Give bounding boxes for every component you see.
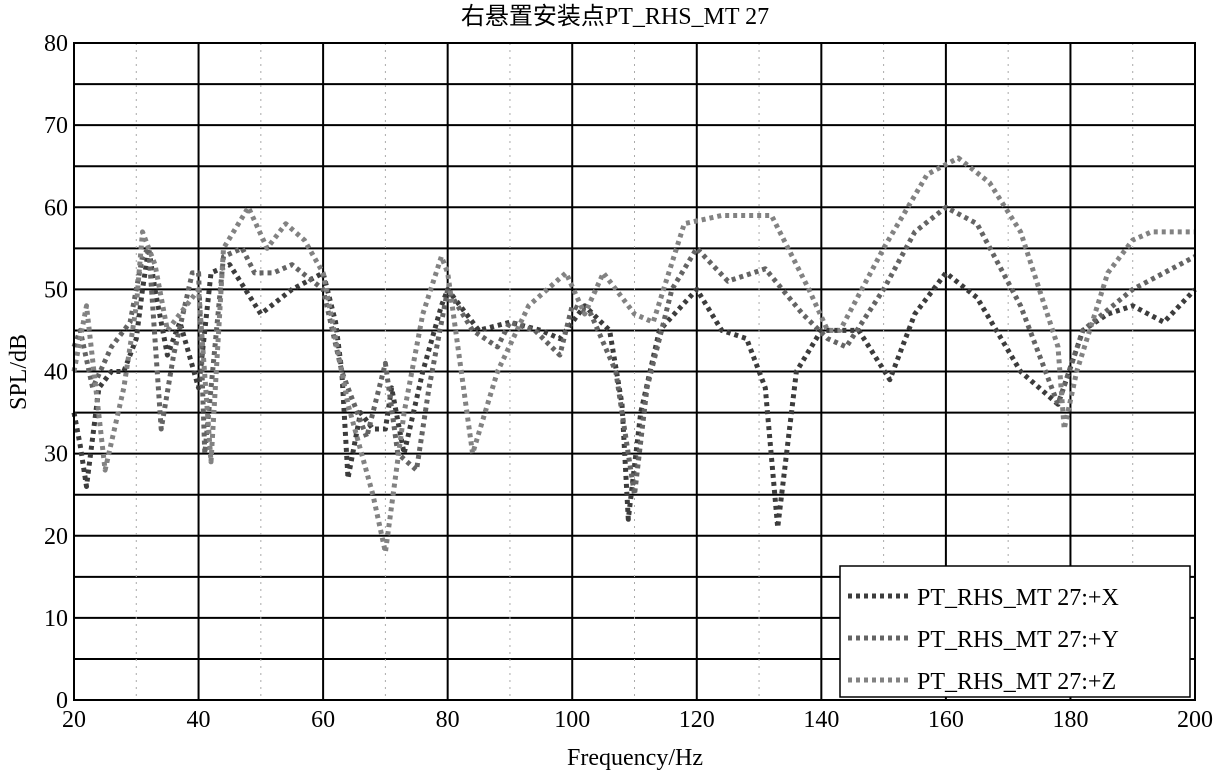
x-tick-label: 40 — [187, 707, 211, 733]
y-tick-label: 80 — [44, 31, 68, 57]
y-tick-label: 60 — [44, 195, 68, 221]
y-tick-label: 30 — [44, 442, 68, 468]
series-lines — [71, 155, 1197, 555]
legend-label: PT_RHS_MT 27:+Y — [917, 627, 1119, 653]
grid — [74, 42, 1195, 701]
x-tick-label: 100 — [554, 707, 590, 733]
x-tick-label: 200 — [1177, 707, 1213, 733]
y-tick-label: 0 — [56, 688, 68, 714]
series-line-1 — [71, 245, 1197, 530]
x-tick-label: 160 — [928, 707, 964, 733]
tick-labels: 20 40 60 80 100 120 140 160 180 200 0 10 20 30 40 50 60 7… — [44, 31, 1213, 733]
legend-label: PT_RHS_MT 27:+Z — [917, 669, 1116, 695]
x-tick-label: 80 — [436, 707, 460, 733]
x-tick-label: 180 — [1052, 707, 1088, 733]
x-tick-label: 20 — [62, 707, 86, 733]
x-tick-label: 120 — [679, 707, 715, 733]
plot-frame — [73, 42, 1196, 701]
legend: PT_RHS_MT 27:+X PT_RHS_MT 27:+Y PT_RHS_MT … — [839, 565, 1191, 698]
x-tick-label: 140 — [803, 707, 839, 733]
series-line-3 — [71, 155, 1195, 555]
legend-box — [839, 565, 1191, 698]
y-tick-label: 40 — [44, 360, 68, 386]
y-tick-label: 20 — [44, 524, 68, 550]
y-tick-label: 70 — [44, 113, 68, 139]
x-tick-label: 60 — [311, 707, 335, 733]
series-line-2 — [71, 204, 1197, 498]
y-tick-label: 10 — [44, 606, 68, 632]
x-axis-label: Frequency/Hz — [567, 745, 703, 771]
y-axis-label: SPL/dB — [6, 334, 32, 410]
legend-label: PT_RHS_MT 27:+X — [917, 585, 1119, 611]
y-tick-label: 50 — [44, 277, 68, 303]
chart-title: 右悬置安装点PT_RHS_MT 27 — [461, 3, 769, 30]
